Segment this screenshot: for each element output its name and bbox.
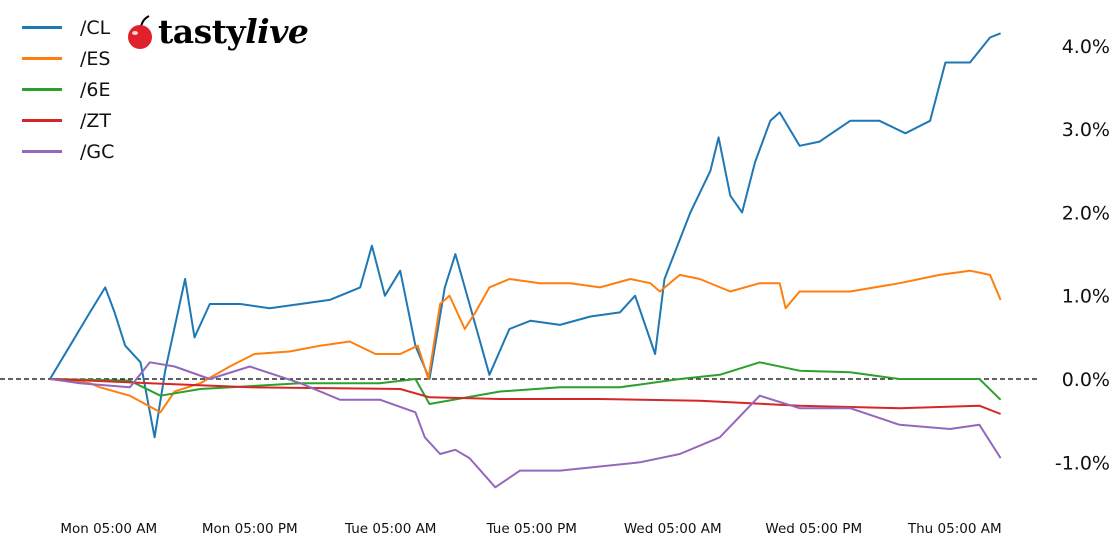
legend-swatch [22,88,62,91]
legend-swatch [22,57,62,60]
y-tick-label: 1.0% [1062,286,1110,308]
legend-label: /ZT [80,109,112,132]
legend-label: /CL [80,16,111,39]
logo: tastylive [124,12,309,51]
series-line-zt [49,378,1001,415]
series-line-6e [49,361,1002,405]
legend-item: /GC [22,136,114,167]
legend-label: /6E [80,78,111,101]
x-tick-label: Mon 05:00 AM [60,521,157,537]
legend: /CL/ES/6E/ZT/GC [22,12,114,167]
x-tick-label: Wed 05:00 AM [624,521,722,537]
legend-swatch [22,119,62,122]
legend-item: /6E [22,74,114,105]
y-tick-label: 2.0% [1062,202,1110,224]
legend-label: /GC [80,140,115,163]
legend-item: /ZT [22,105,114,136]
x-tick-label: Tue 05:00 AM [344,521,436,537]
y-tick-label: 0.0% [1062,369,1110,391]
x-tick-label: Tue 05:00 PM [486,521,577,537]
legend-swatch [22,150,62,153]
series-line-es [49,269,1002,414]
y-tick-label: 4.0% [1062,36,1110,58]
legend-swatch [22,26,62,29]
legend-item: /CL [22,12,114,43]
cherry-icon [128,14,152,49]
x-tick-label: Wed 05:00 PM [765,521,862,537]
legend-item: /ES [22,43,114,74]
logo-text: tastylive [158,12,309,51]
series-line-gc [49,361,1002,489]
x-tick-label: Mon 05:00 PM [202,521,298,537]
x-tick-label: Thu 05:00 AM [907,521,1002,537]
y-tick-label: 3.0% [1062,119,1110,141]
legend-label: /ES [80,47,111,70]
series-line-cl [49,32,1001,439]
y-tick-label: -1.0% [1055,452,1110,474]
